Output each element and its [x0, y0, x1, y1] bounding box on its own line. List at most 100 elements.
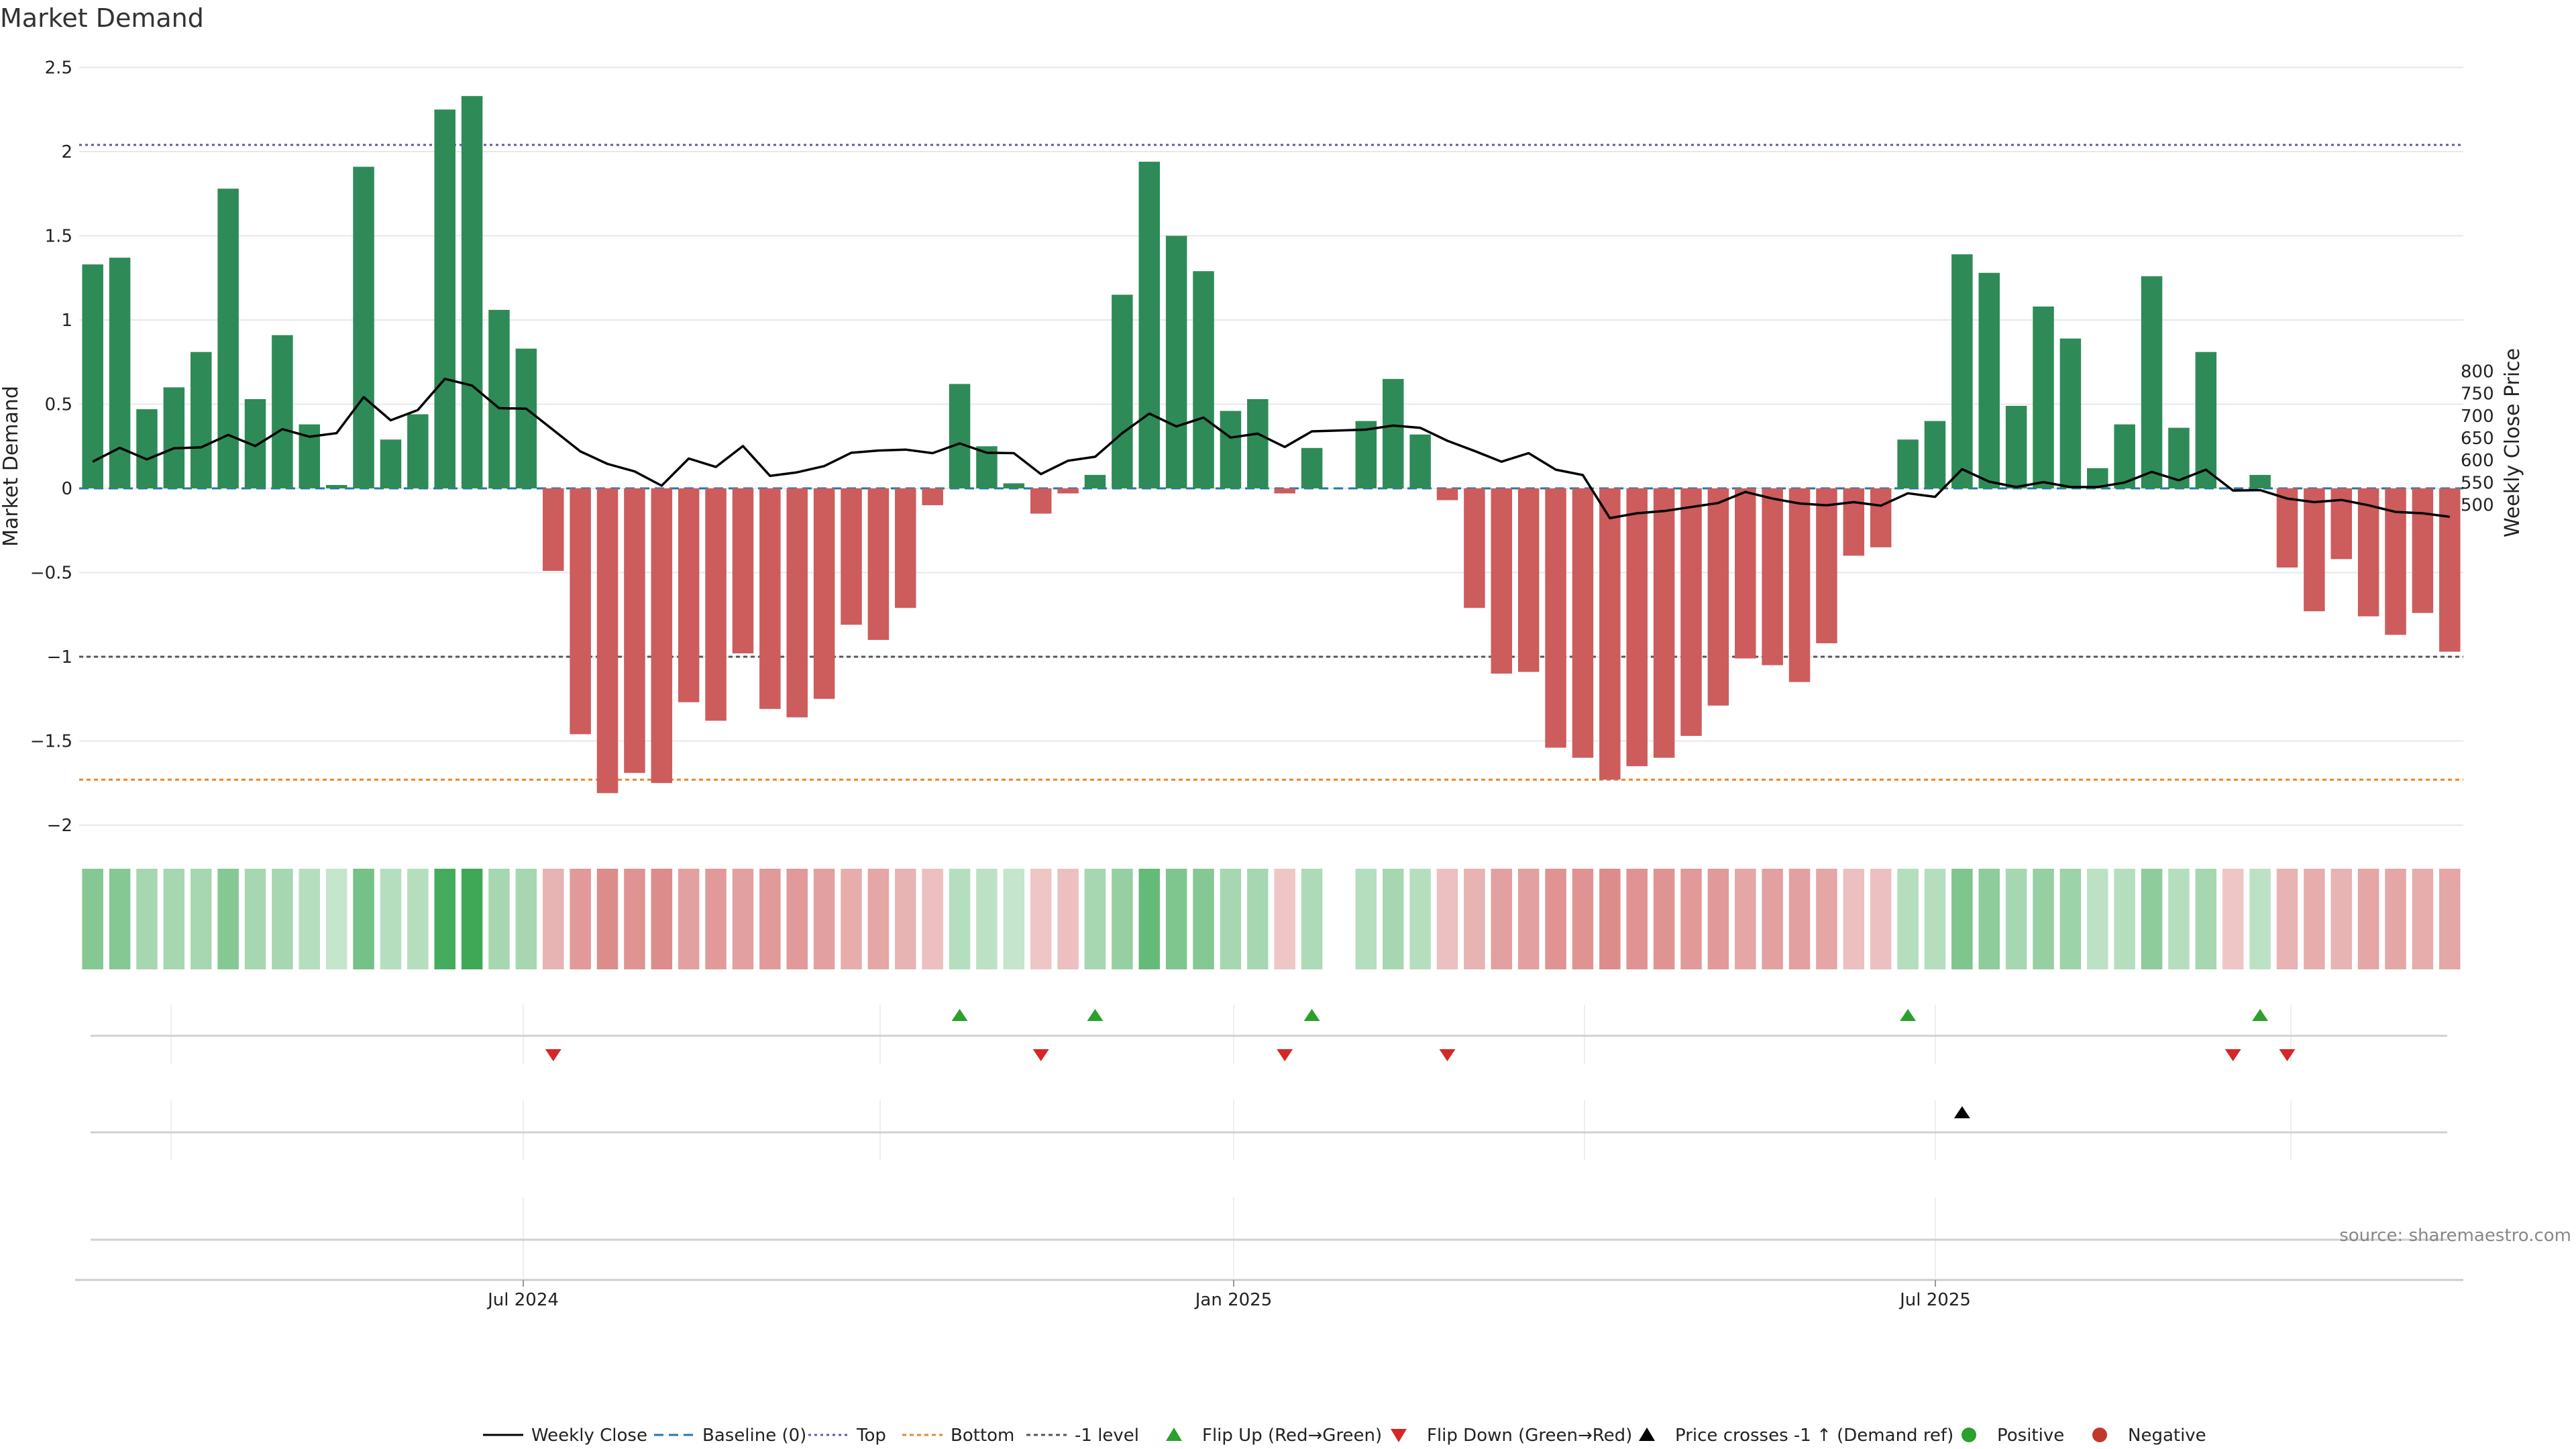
heat-cell — [272, 869, 293, 969]
legend: Weekly Close Baseline (0) Top Bottom -1 leve… — [483, 1426, 2206, 1446]
heat-cell — [1626, 869, 1648, 969]
heat-cell — [2249, 869, 2271, 969]
demand-bar — [1057, 488, 1079, 494]
demand-bar — [1870, 488, 1892, 547]
y-tick-label: −1.5 — [30, 732, 72, 752]
heat-cell — [596, 869, 619, 969]
heat-cell — [325, 869, 347, 969]
heat-cell — [190, 869, 212, 969]
heat-cell — [1138, 869, 1161, 969]
legend-swatch-circle — [1962, 1428, 1976, 1442]
legend-label: Negative — [2128, 1426, 2206, 1446]
demand-bar — [325, 484, 347, 488]
legend-swatch-triangle — [1391, 1429, 1407, 1442]
heat-cell — [1680, 869, 1702, 969]
y-tick-label: 0 — [61, 479, 72, 499]
heat-cell — [2412, 869, 2434, 969]
demand-bar — [1436, 488, 1458, 500]
y-tick-label: 1 — [61, 311, 72, 331]
demand-bar — [1030, 488, 1052, 514]
heat-cell — [244, 869, 266, 969]
flip-up-marker — [1900, 1009, 1917, 1021]
y-tick-label: 2.5 — [45, 58, 72, 78]
legend-item: Price crosses -1 ↑ (Demand ref) — [1639, 1426, 1953, 1446]
demand-bar — [1897, 439, 1919, 488]
heat-cell — [1545, 869, 1566, 969]
heat-cell — [1057, 869, 1079, 969]
heat-cell — [2195, 869, 2217, 969]
heat-cell — [1517, 869, 1540, 969]
flip-down-marker — [1277, 1049, 1293, 1061]
heat-cell — [1924, 869, 1946, 969]
heat-cell — [2141, 869, 2163, 969]
legend-label: Top — [856, 1426, 886, 1446]
demand-bar — [1112, 294, 1133, 488]
heat-cell — [2087, 869, 2108, 969]
flip-down-marker — [2224, 1049, 2241, 1061]
y2-tick-label: 750 — [2461, 384, 2494, 405]
legend-item: Flip Up (Red→Green) — [1166, 1426, 1382, 1446]
demand-bar — [2005, 406, 2027, 488]
heat-cell — [1572, 869, 1594, 969]
demand-bar — [82, 264, 103, 488]
demand-bar — [2249, 474, 2271, 488]
demand-bar — [1680, 488, 1702, 736]
legend-item: Baseline (0) — [654, 1426, 806, 1446]
weekly-close-line — [92, 378, 2451, 520]
demand-bar — [543, 488, 564, 571]
heat-cell — [488, 869, 510, 969]
heat-cell — [2059, 869, 2082, 969]
y-tick-label: 1.5 — [45, 227, 72, 247]
demand-bar — [461, 96, 483, 489]
demand-bar — [1165, 235, 1187, 488]
demand-bar — [2412, 488, 2434, 613]
heat-cell — [1978, 869, 2000, 969]
demand-bar — [1138, 162, 1161, 488]
demand-bar — [1707, 488, 1729, 706]
heat-cell — [1409, 869, 1431, 969]
heat-cell — [759, 869, 781, 969]
legend-item: Flip Down (Green→Red) — [1391, 1426, 1632, 1446]
heat-cell — [461, 869, 483, 969]
demand-bar — [1762, 488, 1783, 665]
legend-label: Baseline (0) — [702, 1426, 806, 1446]
demand-bar — [136, 409, 158, 488]
heat-cell — [1112, 869, 1133, 969]
heat-cell — [2222, 869, 2244, 969]
heat-cell — [217, 869, 239, 969]
heat-cell — [2357, 869, 2379, 969]
y-tick-label: 0.5 — [45, 395, 72, 415]
flip-up-marker — [1087, 1009, 1104, 1021]
demand-bar — [1545, 488, 1566, 748]
legend-item: Top — [808, 1426, 886, 1446]
heat-cell — [299, 869, 321, 969]
demand-bar — [1517, 488, 1540, 672]
demand-bar — [651, 488, 673, 784]
demand-bar — [786, 488, 808, 718]
legend-swatch-triangle — [1639, 1428, 1655, 1441]
heat-cell — [1003, 869, 1025, 969]
heat-cell — [1220, 869, 1242, 969]
demand-bar — [488, 309, 510, 488]
demand-bar — [1978, 272, 2000, 488]
heat-cell — [841, 869, 862, 969]
demand-bar — [1084, 474, 1106, 488]
heat-cell — [2330, 869, 2353, 969]
flip-down-marker — [2279, 1049, 2296, 1061]
heat-cell — [1816, 869, 1837, 969]
demand-bar — [1951, 254, 1973, 488]
demand-bar — [163, 387, 185, 488]
demand-bar — [570, 488, 591, 735]
demand-bar — [1382, 378, 1404, 488]
demand-bar — [2141, 276, 2163, 488]
y2-tick-label: 500 — [2461, 496, 2494, 516]
heat-cell — [1897, 869, 1919, 969]
source-label: source: sharemaestro.com — [2339, 1226, 2571, 1246]
heat-cell — [678, 869, 700, 969]
y-tick-label: −1 — [47, 647, 72, 667]
demand-bar — [353, 166, 374, 488]
heat-cell — [353, 869, 374, 969]
demand-bar — [678, 488, 700, 702]
heat-cell — [515, 869, 537, 969]
